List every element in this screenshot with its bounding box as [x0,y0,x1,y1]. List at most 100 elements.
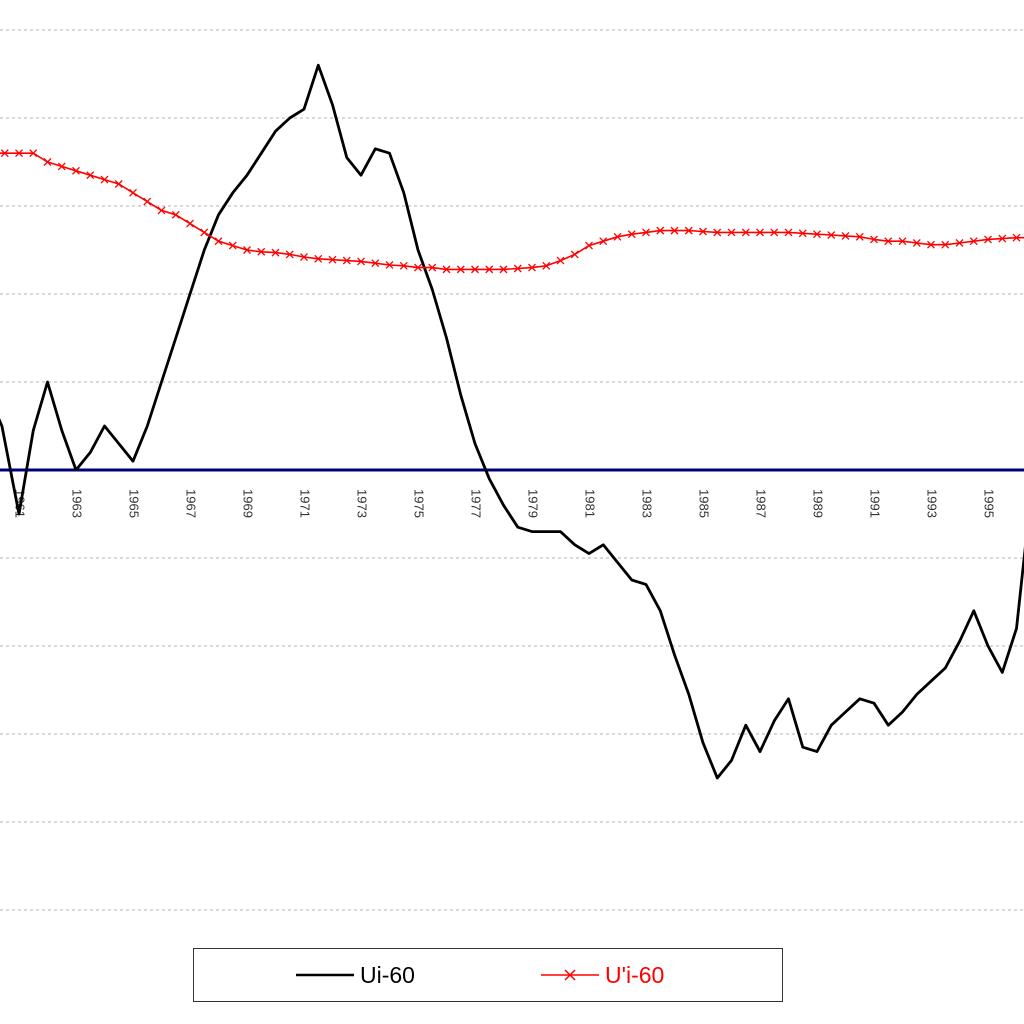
series-line-1 [0,152,1024,271]
series-point-marker [200,228,209,237]
series-point-marker [428,263,437,272]
x-tick-label: 1979 [526,489,541,518]
series-point-marker [741,228,750,237]
x-tick-label: 1993 [925,489,940,518]
series-point-marker [129,188,137,197]
series-point-marker [214,237,223,246]
series-point-marker [513,264,522,273]
series-line-0 [0,63,1024,780]
series-point-marker [257,247,266,256]
series-point-marker [300,253,308,261]
series-point-marker [998,234,1007,243]
series-point-marker [898,237,907,246]
series-point-marker [941,240,950,249]
x-tick-label: 1975 [412,489,427,518]
x-tick-label: 1995 [982,489,997,518]
line-chart: 1961 1963 1965 1967 1969 1971 1973 1975 1977 1979… [0,29,1024,911]
series-point-marker [314,254,323,263]
series-point-marker [499,265,508,274]
series-point-marker [471,265,479,274]
series-point-marker [72,166,80,175]
series-point-marker [285,250,294,259]
series-point-marker [770,228,779,237]
series-point-marker [1012,233,1021,242]
series-point-marker [271,248,280,257]
x-tick-label: 1991 [868,489,883,518]
legend-label: Ui-60 [360,961,415,988]
legend-item-u-prime-i-60: U'i-60 [539,949,664,1001]
series-point-marker [57,162,66,171]
legend-x-marker-line-icon [541,969,599,981]
legend-item-ui-60: Ui-60 [294,949,415,1001]
series-point-marker [927,240,935,249]
series-point-marker [86,171,95,180]
series-point-marker [784,228,793,237]
series-point-marker [186,219,194,228]
series-point-marker [585,241,593,250]
series-point-marker [955,239,964,247]
series-point-marker [642,228,650,237]
legend: Ui-60 U'i-60 [193,948,783,1002]
series-point-marker [342,256,351,265]
series-point-marker [243,246,251,254]
series-point-marker [599,237,608,246]
series-point-marker [385,261,394,269]
series-point-marker [870,235,878,244]
series-point-marker [15,149,23,158]
x-tick-label: 1981 [583,489,598,518]
series-point-marker [613,232,622,241]
series-point-marker [456,265,465,274]
x-tick-label: 1983 [640,489,655,518]
series-point-marker [855,232,864,241]
legend-label: U'i-60 [605,961,665,988]
series-point-marker [171,210,180,219]
x-tick-label: 1963 [70,489,85,518]
series-point-marker [100,175,109,184]
x-tick-label: 1967 [184,489,199,518]
x-tick-label: 1989 [811,489,826,518]
x-tick-label: 1973 [355,489,370,518]
series-point-marker [570,250,579,259]
series-point-marker [841,231,850,240]
series-point-marker [798,229,807,238]
series-point-marker [157,206,166,215]
series-point-marker [756,228,764,237]
series-point-marker [143,197,152,206]
series-point-marker [727,228,736,237]
series-point-marker [328,255,337,264]
series-point-marker [699,227,707,236]
series-point-marker [813,230,821,239]
series-point-marker [684,226,693,235]
x-tick-label: 1969 [241,489,256,518]
series-point-marker [43,158,52,166]
gridlines [0,29,1024,911]
series-point-marker [399,261,408,270]
series-point-marker [627,230,636,239]
series-point-marker [969,237,978,246]
x-tick-label: 1965 [127,489,142,518]
series-point-marker [556,256,565,265]
series-point-marker [228,241,237,250]
series-point-marker [0,149,9,158]
x-tick-label: 1987 [754,489,769,518]
series-point-marker [884,237,893,246]
series-point-marker [114,180,123,188]
series-point-marker [542,261,551,270]
series-point-marker [485,265,494,274]
x-tick-label: 1985 [697,489,712,518]
series-point-marker [827,231,836,239]
series-point-marker [442,265,451,274]
x-tick-labels: 1961 1963 1965 1967 1969 1971 1973 1975 1977 1979… [13,489,997,518]
series-point-marker [912,239,921,247]
x-tick-label: 1977 [469,489,484,518]
series-point-marker [713,228,722,237]
legend-line-icon [296,973,354,977]
series-point-marker [528,263,536,272]
series-point-marker [371,259,380,268]
series-point-marker [670,226,679,235]
series-lines [0,63,1024,780]
series-point-marker [984,235,992,244]
series-point-marker [414,263,422,272]
x-tick-label: 1971 [298,489,313,518]
series-point-marker [357,257,365,266]
